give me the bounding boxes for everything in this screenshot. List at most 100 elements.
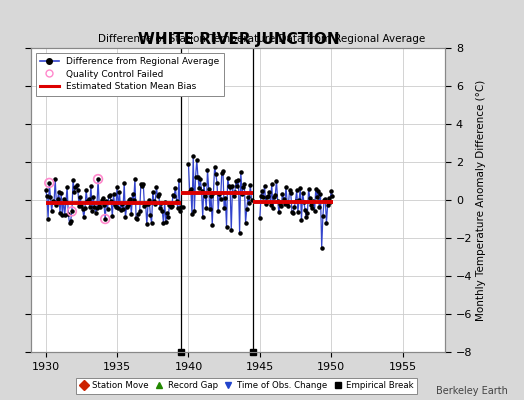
Point <box>137 181 145 187</box>
Point <box>106 192 114 198</box>
Point <box>145 196 154 203</box>
Point <box>190 207 199 214</box>
Point <box>89 194 97 200</box>
Point <box>217 170 226 177</box>
Point <box>195 185 203 192</box>
Point <box>127 211 136 218</box>
Point <box>201 193 209 199</box>
Point <box>237 168 245 175</box>
Point <box>263 194 271 200</box>
Point <box>279 195 288 202</box>
Point <box>101 216 110 222</box>
Point <box>296 184 304 191</box>
Point <box>270 194 278 200</box>
Point <box>45 180 53 186</box>
Point <box>155 191 163 198</box>
Point <box>136 208 144 214</box>
Point <box>318 244 326 251</box>
Point <box>321 196 330 202</box>
Point <box>258 188 266 195</box>
Point <box>90 204 99 210</box>
Legend: Station Move, Record Gap, Time of Obs. Change, Empirical Break: Station Move, Record Gap, Time of Obs. C… <box>75 378 417 394</box>
Point <box>48 207 56 214</box>
Point <box>283 200 291 206</box>
Point <box>82 187 90 194</box>
Point <box>312 186 320 192</box>
Point <box>107 198 115 205</box>
Text: Difference of Station Temperature Data from Regional Average: Difference of Station Temperature Data f… <box>99 34 425 44</box>
Point <box>287 190 295 196</box>
Point <box>224 175 232 181</box>
Point <box>215 190 224 197</box>
Point <box>216 196 225 202</box>
Point <box>111 201 119 208</box>
Title: WHITE RIVER JUNCTION: WHITE RIVER JUNCTION <box>138 32 339 47</box>
Point <box>172 197 181 204</box>
Point <box>295 197 303 204</box>
Point <box>289 210 297 216</box>
Point <box>305 195 314 201</box>
Point <box>169 192 177 198</box>
Point <box>247 197 256 203</box>
Point <box>207 193 215 199</box>
Point <box>75 203 83 209</box>
Point <box>257 193 265 199</box>
Point <box>302 214 310 220</box>
Point <box>193 157 201 163</box>
Point <box>67 218 75 224</box>
Point <box>234 177 243 184</box>
Point <box>310 208 319 214</box>
Point <box>191 173 200 180</box>
Point <box>226 184 234 191</box>
Point <box>146 212 155 218</box>
Point <box>200 181 208 187</box>
Point <box>173 205 182 211</box>
Point <box>43 193 51 200</box>
Point <box>87 182 95 189</box>
Point <box>204 186 213 192</box>
Point <box>139 181 147 187</box>
Point <box>327 187 335 194</box>
Point <box>167 204 175 210</box>
Point <box>103 206 112 212</box>
Point <box>70 189 79 196</box>
Point <box>81 205 89 211</box>
Point <box>144 201 152 207</box>
Point <box>154 193 162 200</box>
Point <box>272 178 281 184</box>
Point <box>227 227 235 234</box>
Point <box>121 214 129 221</box>
Point <box>138 183 146 189</box>
Point <box>50 199 58 206</box>
Point <box>168 203 176 210</box>
Point <box>170 193 178 200</box>
Point <box>265 189 274 196</box>
Point <box>149 189 157 196</box>
Point <box>62 199 70 205</box>
Point <box>301 206 309 213</box>
Point <box>313 194 321 200</box>
Point <box>69 177 77 183</box>
Point <box>160 199 169 206</box>
Point <box>185 188 194 194</box>
Point <box>108 213 116 219</box>
Legend: Difference from Regional Average, Quality Control Failed, Estimated Station Mean: Difference from Regional Average, Qualit… <box>36 52 224 96</box>
Point <box>178 204 187 210</box>
Point <box>202 205 211 211</box>
Point <box>96 204 105 210</box>
Point <box>225 183 233 189</box>
Point <box>244 194 252 201</box>
Point <box>246 182 255 188</box>
Point <box>150 198 158 204</box>
Point <box>174 176 183 183</box>
Point <box>79 206 87 212</box>
Point <box>66 220 74 226</box>
Point <box>54 188 63 195</box>
Point <box>57 190 66 196</box>
Point <box>99 195 107 201</box>
Point <box>125 197 133 204</box>
Point <box>164 214 172 220</box>
Point <box>238 190 246 197</box>
Point <box>45 180 53 186</box>
Point <box>176 208 184 214</box>
